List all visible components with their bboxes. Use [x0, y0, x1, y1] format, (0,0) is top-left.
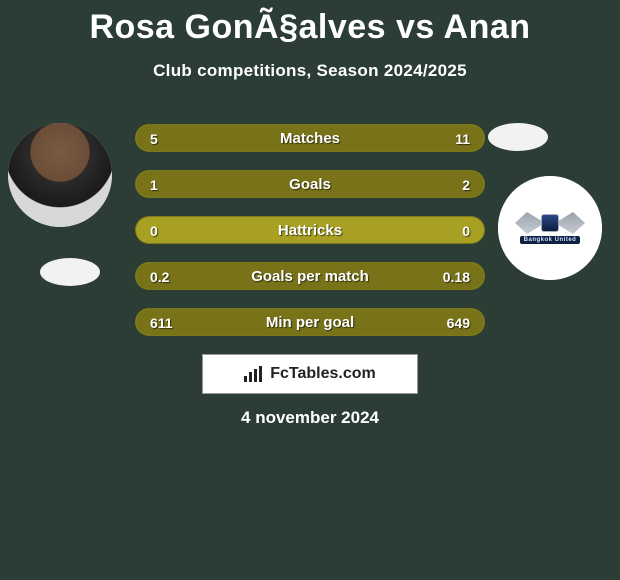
snapshot-date: 4 november 2024: [0, 408, 620, 428]
page-title: Rosa GonÃ§alves vs Anan: [0, 0, 620, 47]
club-crest-right: Bangkok United: [515, 212, 585, 244]
stat-row: 0.20.18Goals per match: [135, 262, 485, 290]
player-photo-placeholder: [8, 123, 112, 227]
stat-rows: 511Matches 12Goals 00Hattricks 0.20.18Goals…: [135, 124, 485, 354]
stat-row: 611649Min per goal: [135, 308, 485, 336]
club-logo-right: [488, 123, 548, 151]
club-crest-text: Bangkok United: [520, 236, 581, 244]
stat-label: Goals: [136, 171, 484, 197]
avatar-left: [8, 123, 112, 227]
brand-text: FcTables.com: [270, 365, 376, 383]
page-subtitle: Club competitions, Season 2024/2025: [0, 61, 620, 81]
stat-row: 00Hattricks: [135, 216, 485, 244]
stat-label: Goals per match: [136, 263, 484, 289]
stat-label: Matches: [136, 125, 484, 151]
avatar-right: Bangkok United: [498, 176, 602, 280]
stat-row: 511Matches: [135, 124, 485, 152]
brand-badge: FcTables.com: [202, 354, 418, 394]
club-logo-left: [40, 258, 100, 286]
stat-label: Min per goal: [136, 309, 484, 335]
stat-row: 12Goals: [135, 170, 485, 198]
stat-label: Hattricks: [136, 217, 484, 243]
bar-chart-icon: [244, 366, 264, 382]
